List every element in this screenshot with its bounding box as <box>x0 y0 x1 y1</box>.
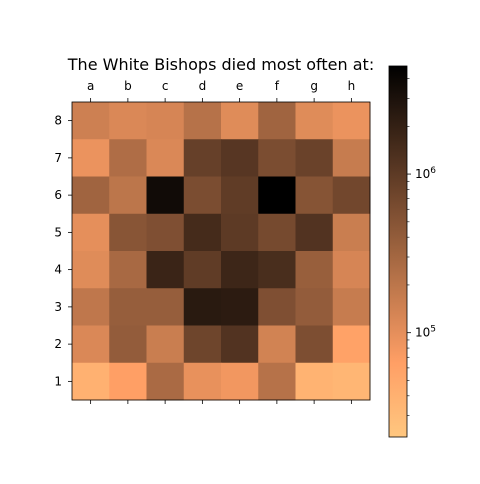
heatmap-cell-g3 <box>295 288 334 326</box>
heatmap-cell-g7 <box>295 139 334 177</box>
heatmap-cell-f5 <box>258 213 296 252</box>
x-tick-label-b: b <box>124 79 132 93</box>
y-tick-label-5: 5 <box>54 225 62 239</box>
y-tick-label-1: 1 <box>54 374 62 388</box>
heatmap-cell-g4 <box>295 251 334 289</box>
heatmap-cell-h4 <box>332 251 371 289</box>
y-tick-label-2: 2 <box>54 337 62 351</box>
heatmap-cell-g1 <box>295 362 334 401</box>
heatmap-cell-d8 <box>183 102 222 140</box>
heatmap-cell-b3 <box>109 288 147 326</box>
heatmap-cell-g5 <box>295 213 334 252</box>
heatmap-cell-f1 <box>258 362 296 401</box>
heatmap-cell-b7 <box>109 139 147 177</box>
heatmap-cell-a3 <box>72 288 110 326</box>
heatmap-cell-e3 <box>221 288 259 326</box>
colorbar <box>388 65 408 438</box>
heatmap-cell-h5 <box>332 213 371 252</box>
heatmap-cells <box>72 102 371 401</box>
heatmap-cell-c8 <box>146 102 185 140</box>
heatmap-cell-e8 <box>221 102 259 140</box>
heatmap-cell-b4 <box>109 251 147 289</box>
heatmap-cell-a8 <box>72 102 110 140</box>
heatmap-cell-e5 <box>221 213 259 252</box>
heatmap-cell-d6 <box>183 176 222 215</box>
heatmap-cell-d1 <box>183 362 222 401</box>
heatmap-cell-e2 <box>221 325 259 364</box>
heatmap-cell-d2 <box>183 325 222 364</box>
y-tick-label-4: 4 <box>54 263 62 277</box>
heatmap-cell-h6 <box>332 176 371 215</box>
y-tick-label-3: 3 <box>54 300 62 314</box>
heatmap-cell-c1 <box>146 362 185 401</box>
heatmap-cell-e4 <box>221 251 259 289</box>
heatmap-cell-a1 <box>72 362 110 401</box>
x-tick-label-f: f <box>275 79 280 93</box>
x-tick-label-c: c <box>162 79 169 93</box>
x-tick-label-g: g <box>310 79 318 93</box>
heatmap-cell-h3 <box>332 288 371 326</box>
y-tick-label-7: 7 <box>54 151 62 165</box>
heatmap-cell-c4 <box>146 251 185 289</box>
heatmap-cell-f8 <box>258 102 296 140</box>
heatmap-cell-a5 <box>72 213 110 252</box>
heatmap-cell-d3 <box>183 288 222 326</box>
colorbar-tick-label: 105 <box>415 325 436 340</box>
heatmap-cell-a2 <box>72 325 110 364</box>
heatmap-cell-g2 <box>295 325 334 364</box>
heatmap-cell-d7 <box>183 139 222 177</box>
heatmap-cell-h7 <box>332 139 371 177</box>
heatmap-cell-f7 <box>258 139 296 177</box>
heatmap-cell-b1 <box>109 362 147 401</box>
heatmap-cell-g6 <box>295 176 334 215</box>
y-tick-label-6: 6 <box>54 188 62 202</box>
heatmap-cell-f6 <box>258 176 296 215</box>
plot-frame <box>71 101 371 401</box>
heatmap-cell-b6 <box>109 176 147 215</box>
y-tick-label-8: 8 <box>54 114 62 128</box>
heatmap-cell-h1 <box>332 362 371 401</box>
x-tick-label-e: e <box>236 79 243 93</box>
heatmap-cell-h8 <box>332 102 371 140</box>
x-tick-label-h: h <box>348 79 356 93</box>
heatmap-cell-b8 <box>109 102 147 140</box>
x-tick-label-a: a <box>87 79 94 93</box>
heatmap-cell-b5 <box>109 213 147 252</box>
heatmap-cell-a7 <box>72 139 110 177</box>
heatmap-cell-e7 <box>221 139 259 177</box>
heatmap-cell-f2 <box>258 325 296 364</box>
heatmap-cell-h2 <box>332 325 371 364</box>
chart-title: The White Bishops died most often at: <box>67 55 374 74</box>
colorbar-ticks: 105 106 <box>407 78 436 416</box>
heatmap-cell-d5 <box>183 213 222 252</box>
heatmap-cell-a4 <box>72 251 110 289</box>
heatmap-cell-d4 <box>183 251 222 289</box>
colorbar-tick-label: 106 <box>415 166 436 181</box>
heatmap-cell-a6 <box>72 176 110 215</box>
x-tick-label-d: d <box>199 79 207 93</box>
heatmap-cell-c5 <box>146 213 185 252</box>
heatmap-cell-c7 <box>146 139 185 177</box>
heatmap-cell-c2 <box>146 325 185 364</box>
heatmap-cell-c3 <box>146 288 185 326</box>
heatmap-cell-e1 <box>221 362 259 401</box>
heatmap-cell-f4 <box>258 251 296 289</box>
axis-ticks: a b c d e f g h 8 7 6 5 4 3 2 1 <box>54 79 355 404</box>
heatmap-cell-b2 <box>109 325 147 364</box>
heatmap-cell-e6 <box>221 176 259 215</box>
heatmap-cell-g8 <box>295 102 334 140</box>
heatmap-cell-f3 <box>258 288 296 326</box>
heatmap-cell-c6 <box>146 176 185 215</box>
